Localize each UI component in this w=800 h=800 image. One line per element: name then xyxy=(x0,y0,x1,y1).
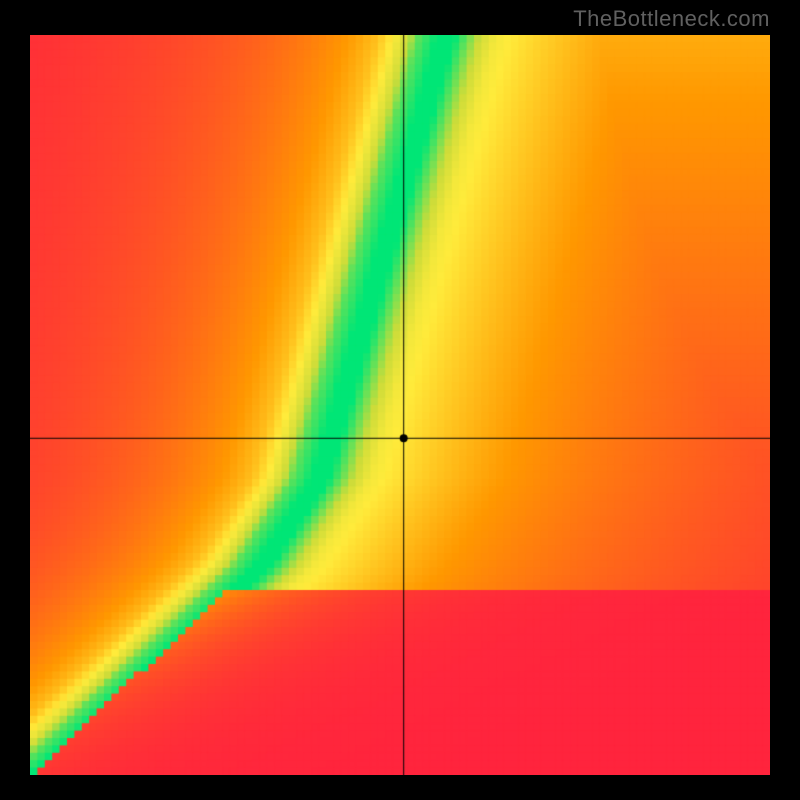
watermark-text: TheBottleneck.com xyxy=(573,6,770,32)
bottleneck-heatmap xyxy=(30,35,770,775)
chart-frame: TheBottleneck.com xyxy=(0,0,800,800)
